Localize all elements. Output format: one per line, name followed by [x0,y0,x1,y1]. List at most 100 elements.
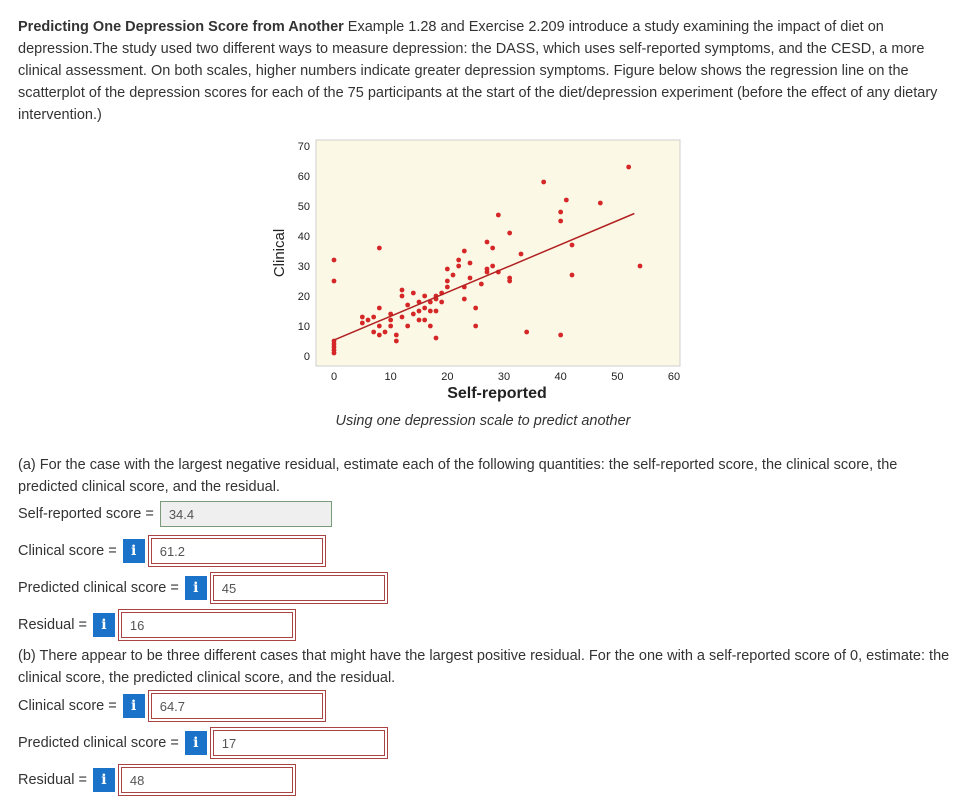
residual-row-a: Residual = i 16 [18,609,296,641]
data-point [331,278,337,284]
data-point [399,314,405,320]
problem-body: Example 1.28 and Exercise 2.209 introduc… [18,19,938,123]
scatter-chart: 0 10 20 30 40 50 60 70 0 10 20 30 40 50 60 Clinical S… [271,139,681,429]
data-point [376,245,382,251]
data-point [444,278,450,284]
y-tick-label: 10 [298,321,310,333]
data-point [376,323,382,329]
data-point [433,308,439,314]
data-point [399,293,405,299]
x-tick-label: 50 [611,371,623,383]
info-icon[interactable]: i [92,768,115,792]
data-point [376,332,382,338]
data-point [637,263,643,269]
info-icon[interactable]: i [184,576,207,600]
y-tick-label: 60 [298,171,310,183]
data-point [382,329,388,335]
y-tick-label: 50 [298,201,310,213]
problem-title: Predicting One Depression Score from Ano… [18,19,344,35]
data-point [563,197,569,203]
data-point [331,350,337,356]
data-point [359,320,365,326]
data-point [444,266,450,272]
clinical-score-row-b: Clinical score = i 64.7 [18,690,326,722]
data-point [359,314,365,320]
info-icon[interactable]: i [184,731,207,755]
data-point [416,308,422,314]
data-point [405,323,411,329]
data-point [569,242,575,248]
clinical-score-label-a: Clinical score = [18,543,117,559]
data-point [365,317,371,323]
y-tick-label: 0 [304,351,310,363]
y-tick-label: 40 [298,231,310,243]
info-icon[interactable]: i [92,613,115,637]
data-point [427,323,433,329]
data-point [388,323,394,329]
data-point [626,164,632,170]
part-a-question: (a) For the case with the largest negati… [18,457,898,495]
data-point [331,257,337,263]
data-point [490,245,496,251]
residual-input-a[interactable]: 16 [117,609,296,641]
data-point [507,275,513,281]
clinical-score-label-b: Clinical score = [18,698,117,714]
data-point [484,239,490,245]
data-point [410,290,416,296]
data-point [388,317,394,323]
data-point [456,263,462,269]
data-point [467,260,473,266]
x-axis-label: Self-reported [447,385,547,402]
clinical-score-input-b[interactable]: 64.7 [147,690,326,722]
y-axis-label: Clinical [271,229,288,277]
x-tick-label: 10 [385,371,397,383]
data-point [393,332,399,338]
info-icon[interactable]: i [122,694,145,718]
data-point [518,251,524,257]
data-point [473,305,479,311]
self-reported-input[interactable]: 34.4 [159,501,332,527]
residual-input-b[interactable]: 48 [117,764,296,796]
data-point [569,272,575,278]
self-reported-label: Self-reported score = [18,506,154,522]
data-point [422,293,428,299]
residual-label-b: Residual = [18,772,87,788]
predicted-score-row-b: Predicted clinical score = i 17 [18,727,388,759]
predicted-score-input-a[interactable]: 45 [209,572,388,604]
data-point [507,230,513,236]
x-tick-label: 20 [441,371,453,383]
plot-area [315,139,681,367]
data-point [439,299,445,305]
predicted-score-row-a: Predicted clinical score = i 45 [18,572,388,604]
info-icon[interactable]: i [122,539,145,563]
data-point [371,329,377,335]
data-point [597,200,603,206]
predicted-score-label-b: Predicted clinical score = [18,735,179,751]
self-reported-row: Self-reported score = 34.4 [18,498,332,530]
clinical-score-input-a[interactable]: 61.2 [147,535,326,567]
data-point [524,329,530,335]
data-point [456,257,462,263]
data-point [427,308,433,314]
chart-caption: Using one depression scale to predict an… [335,413,631,429]
data-point [393,338,399,344]
data-point [541,179,547,185]
data-point [422,317,428,323]
predicted-score-input-b[interactable]: 17 [209,727,388,759]
data-point [495,212,501,218]
data-point [433,335,439,341]
data-point [490,263,496,269]
problem-intro: Predicting One Depression Score from Ano… [18,16,948,126]
data-point [484,269,490,275]
data-point [450,272,456,278]
regression-line [333,212,635,341]
data-point [444,284,450,290]
residual-row-b: Residual = i 48 [18,764,296,796]
data-point [473,323,479,329]
x-tick-label: 0 [331,371,337,383]
data-point [376,305,382,311]
data-point [371,314,377,320]
data-point [478,281,484,287]
x-tick-label: 30 [498,371,510,383]
